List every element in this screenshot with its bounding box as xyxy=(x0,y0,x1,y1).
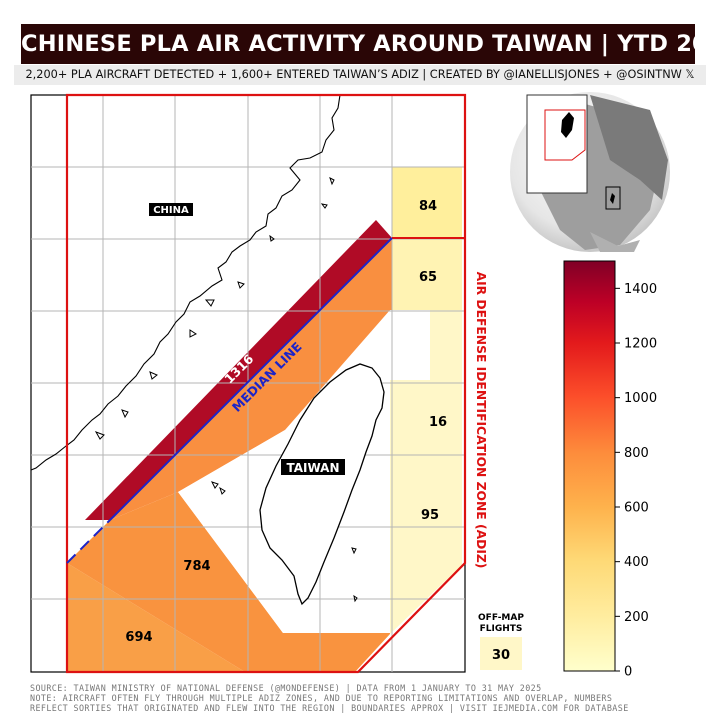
adiz-label: AIR DEFENSE IDENTIFICATION ZONE (ADIZ) xyxy=(474,272,488,569)
off-map-label-2: FLIGHTS xyxy=(480,624,523,634)
off-map-value: 30 xyxy=(492,648,510,663)
colorbar-tick-label: 1000 xyxy=(624,391,657,406)
colorbar xyxy=(563,260,616,672)
zone-84-value: 84 xyxy=(419,199,437,214)
footer-source: SOURCE: TAIWAN MINISTRY OF NATIONAL DEFE… xyxy=(30,683,542,693)
locator-inset-box xyxy=(526,94,588,194)
footer-note-2: REFLECT SORTIES THAT ORIGINATED AND FLEW… xyxy=(30,703,629,713)
zone-694-value: 694 xyxy=(125,630,152,645)
zone-65 xyxy=(392,238,462,310)
zone-south-east-value: 95 xyxy=(421,508,439,523)
zone-east-value: 16 xyxy=(429,415,447,430)
zone-east xyxy=(390,310,462,634)
china-coastline xyxy=(30,94,341,471)
taiwan-label-box xyxy=(281,459,345,475)
footer: SOURCE: TAIWAN MINISTRY OF NATIONAL DEFE… xyxy=(30,683,710,713)
zone-784 xyxy=(67,492,390,672)
locator-globe xyxy=(510,92,670,252)
page-title: CHINESE PLA AIR ACTIVITY AROUND TAIWAN |… xyxy=(21,24,720,64)
colorbar-tick-label: 400 xyxy=(624,555,649,570)
colorbar-tick-label: 1200 xyxy=(624,337,657,352)
taiwan-label: TAIWAN xyxy=(286,461,339,475)
locator-area-box xyxy=(605,186,621,210)
china-label-box xyxy=(149,203,193,216)
median-line xyxy=(109,237,393,521)
colorbar-tick-label: 1400 xyxy=(624,282,657,297)
zone-784-value: 784 xyxy=(183,559,210,574)
page-subtitle: 2,200+ PLA AIRCRAFT DETECTED + 1,600+ EN… xyxy=(14,65,706,85)
colorbar-tick-label: 600 xyxy=(624,501,649,516)
zone-65-value: 65 xyxy=(419,270,437,285)
off-map-label-1: OFF-MAP xyxy=(478,613,524,623)
colorbar-ticks: 1400 1200 1000 800 600 400 200 0 xyxy=(615,282,657,680)
off-map-box xyxy=(480,637,522,670)
colorbar-tick-label: 800 xyxy=(624,446,649,461)
taiwan-outline xyxy=(259,363,385,606)
zone-84 xyxy=(392,167,462,238)
zone-784-upper xyxy=(110,238,428,520)
colorbar-tick-label: 0 xyxy=(624,665,632,680)
china-label: CHINA xyxy=(153,205,189,216)
zone-1316 xyxy=(85,220,392,520)
coastal-islands xyxy=(94,177,358,603)
adiz-border xyxy=(65,93,467,674)
footer-note-1: NOTE: AIRCRAFT OFTEN FLY THROUGH MULTIPL… xyxy=(30,693,613,703)
colorbar-tick-label: 200 xyxy=(624,610,649,625)
median-line-dashed xyxy=(66,519,111,564)
